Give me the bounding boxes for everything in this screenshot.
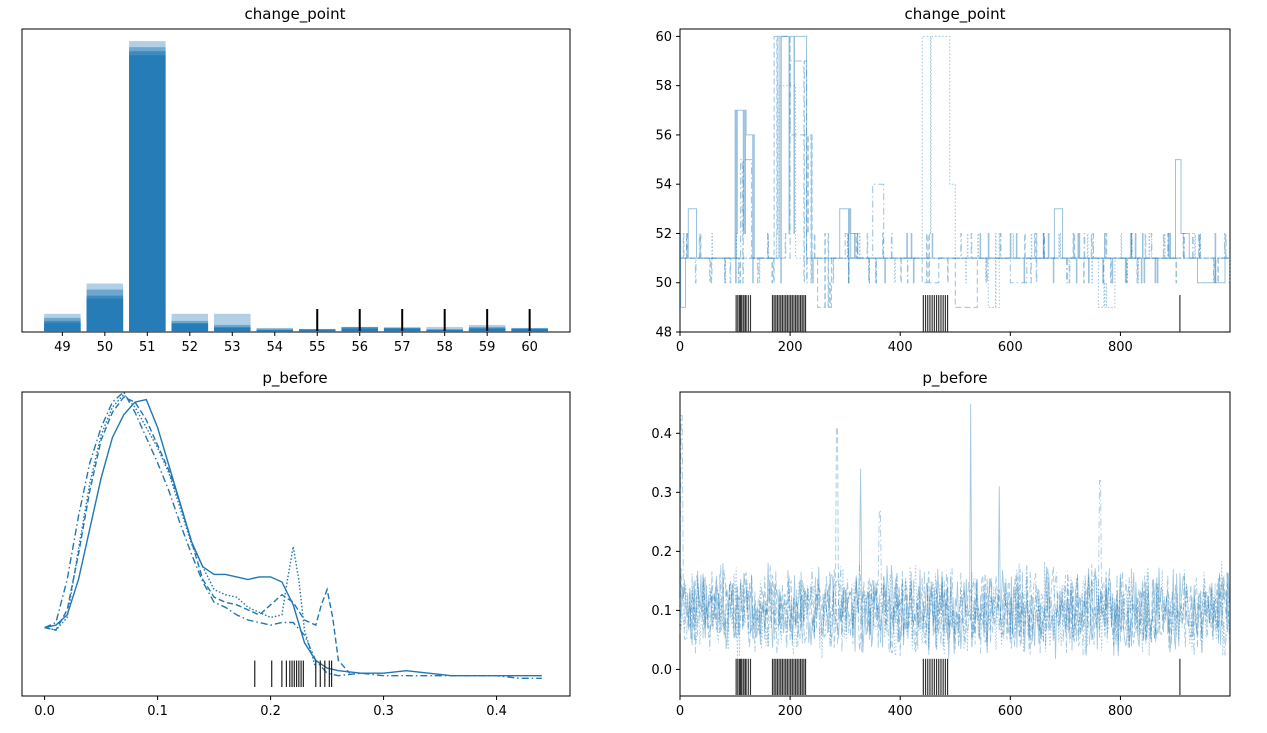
- plot-frame: [679, 391, 1231, 697]
- y-tick-label: 0.3: [651, 486, 672, 501]
- y-tick-label: 56: [655, 128, 672, 143]
- x-tick-label: 51: [139, 340, 156, 355]
- histogram-bar: [214, 327, 251, 332]
- plot-frame: [21, 28, 571, 333]
- p-before-density-panel: p_before 0.0 0.1 0.2 0.3 0.4: [21, 369, 571, 719]
- panel-title: change_point: [905, 5, 1006, 24]
- x-tick-label: 600: [998, 340, 1023, 355]
- trace-line: [680, 35, 1230, 308]
- x-tick-label: 59: [479, 340, 496, 355]
- x-tick-label: 800: [1108, 340, 1133, 355]
- change-point-histogram-panel: change_point 49 50 51 52 53 54 55 56 57 58 59 60: [21, 5, 571, 355]
- x-tick-label: 55: [309, 340, 326, 355]
- histogram-bar: [44, 322, 81, 332]
- histogram-bar: [129, 55, 166, 332]
- trace-line: [679, 415, 1230, 657]
- x-tick-label: 56: [351, 340, 368, 355]
- trace-line: [680, 35, 1230, 308]
- histogram-bar: [256, 327, 294, 332]
- x-tick-label: 60: [521, 340, 538, 355]
- y-tick-label: 48: [655, 326, 672, 341]
- plot-frame: [679, 28, 1231, 333]
- x-tick-label: 200: [778, 340, 803, 355]
- change-point-trace-panel: change_point 0 200 400 600 800 48 50 52 54 56 58 60: [655, 5, 1231, 355]
- trace-line: [679, 426, 1230, 657]
- y-tick-label: 0.2: [651, 545, 672, 560]
- trace-line: [679, 403, 1230, 659]
- y-tick-label: 52: [655, 227, 672, 242]
- x-tick-label: 400: [888, 340, 913, 355]
- y-tick-label: 0.1: [651, 604, 672, 619]
- x-tick-label: 0.0: [34, 704, 55, 719]
- x-tick-label: 53: [224, 340, 241, 355]
- y-tick-label: 60: [655, 30, 672, 45]
- x-tick-label: 57: [394, 340, 411, 355]
- x-tick-label: 600: [998, 704, 1023, 719]
- density-curve: [44, 396, 351, 674]
- x-tick-label: 0.3: [373, 704, 394, 719]
- x-tick-label: 400: [888, 704, 913, 719]
- density-curve: [44, 390, 542, 679]
- y-tick-label: 0.0: [651, 663, 672, 678]
- y-tick-label: 0.4: [651, 427, 672, 442]
- x-tick-label: 52: [182, 340, 199, 355]
- panel-title: p_before: [262, 369, 327, 388]
- histogram-bar: [171, 323, 209, 332]
- x-tick-label: 54: [266, 340, 283, 355]
- density-curve: [44, 398, 542, 677]
- x-tick-label: 800: [1108, 704, 1133, 719]
- y-tick-label: 54: [655, 178, 672, 193]
- x-tick-label: 0.2: [260, 704, 281, 719]
- x-tick-label: 50: [97, 340, 114, 355]
- x-tick-label: 49: [54, 340, 71, 355]
- y-tick-label: 50: [655, 276, 672, 291]
- trace-line: [679, 561, 1230, 659]
- panel-title: p_before: [922, 369, 987, 388]
- histogram-bar: [256, 329, 294, 332]
- plot-frame: [21, 391, 571, 697]
- x-tick-label: 0.1: [147, 704, 168, 719]
- x-tick-label: 0.4: [486, 704, 507, 719]
- trace-line: [680, 60, 1230, 284]
- p-before-trace-panel: p_before 0 200 400 600 800 0.0 0.1 0.2 0.3 0.4: [651, 369, 1231, 719]
- y-tick-label: 58: [655, 79, 672, 94]
- x-tick-label: 58: [436, 340, 453, 355]
- density-curve: [44, 393, 317, 669]
- panel-title: change_point: [245, 5, 346, 24]
- x-tick-label: 0: [676, 340, 684, 355]
- x-tick-label: 0: [676, 704, 684, 719]
- x-tick-label: 200: [778, 704, 803, 719]
- histogram-bar: [86, 298, 124, 332]
